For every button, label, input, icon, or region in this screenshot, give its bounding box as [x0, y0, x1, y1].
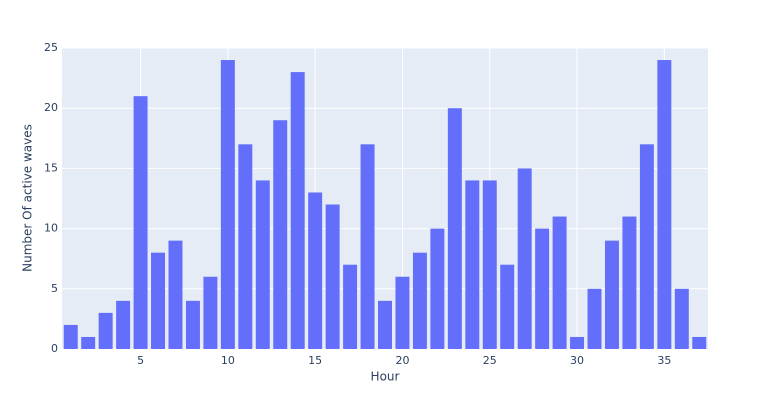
bar: [273, 120, 288, 350]
x-tick-label: 5: [137, 354, 144, 367]
y-tick-label: 25: [44, 41, 58, 54]
y-tick-label: 10: [44, 222, 58, 235]
bar: [81, 336, 96, 349]
bar: [465, 180, 480, 349]
x-tick-label: 25: [483, 354, 497, 367]
x-tick-label: 30: [570, 354, 584, 367]
bar: [535, 228, 550, 349]
bar: [133, 96, 148, 349]
y-tick-label: 5: [51, 282, 58, 295]
bar: [255, 180, 270, 349]
bar: [447, 108, 462, 349]
bar: [151, 252, 166, 349]
bar: [657, 60, 672, 349]
bar: [674, 288, 689, 349]
bar: [238, 144, 253, 349]
bar: [692, 336, 707, 349]
bar: [360, 144, 375, 349]
x-axis-title: Hour: [371, 370, 400, 384]
bar: [482, 180, 497, 349]
x-tick-label: 20: [395, 354, 409, 367]
bar: [604, 240, 619, 349]
bar: [639, 144, 654, 349]
bar: [290, 72, 305, 349]
bar: [517, 168, 532, 349]
bar: [185, 300, 200, 349]
bar: [325, 204, 340, 349]
x-tick-label: 35: [657, 354, 671, 367]
bar: [552, 216, 567, 349]
bar: [63, 324, 78, 349]
y-tick-label: 0: [51, 342, 58, 355]
x-tick-label: 15: [308, 354, 322, 367]
bar: [203, 276, 218, 349]
y-tick-label: 20: [44, 101, 58, 114]
bar: [500, 264, 515, 349]
bar: [622, 216, 637, 349]
bar: [395, 276, 410, 349]
bar: [220, 60, 235, 349]
bar: [343, 264, 358, 349]
bar: [587, 288, 602, 349]
bar: [308, 192, 323, 349]
bar: [570, 336, 585, 349]
bar: [412, 252, 427, 349]
x-tick-label: 10: [221, 354, 235, 367]
bar: [168, 240, 183, 349]
bar: [378, 300, 392, 349]
bar: [98, 312, 113, 349]
bar: [430, 228, 445, 349]
y-tick-label: 15: [44, 161, 58, 174]
bar: [116, 300, 131, 349]
y-axis-title: Number Of active waves: [21, 124, 35, 272]
